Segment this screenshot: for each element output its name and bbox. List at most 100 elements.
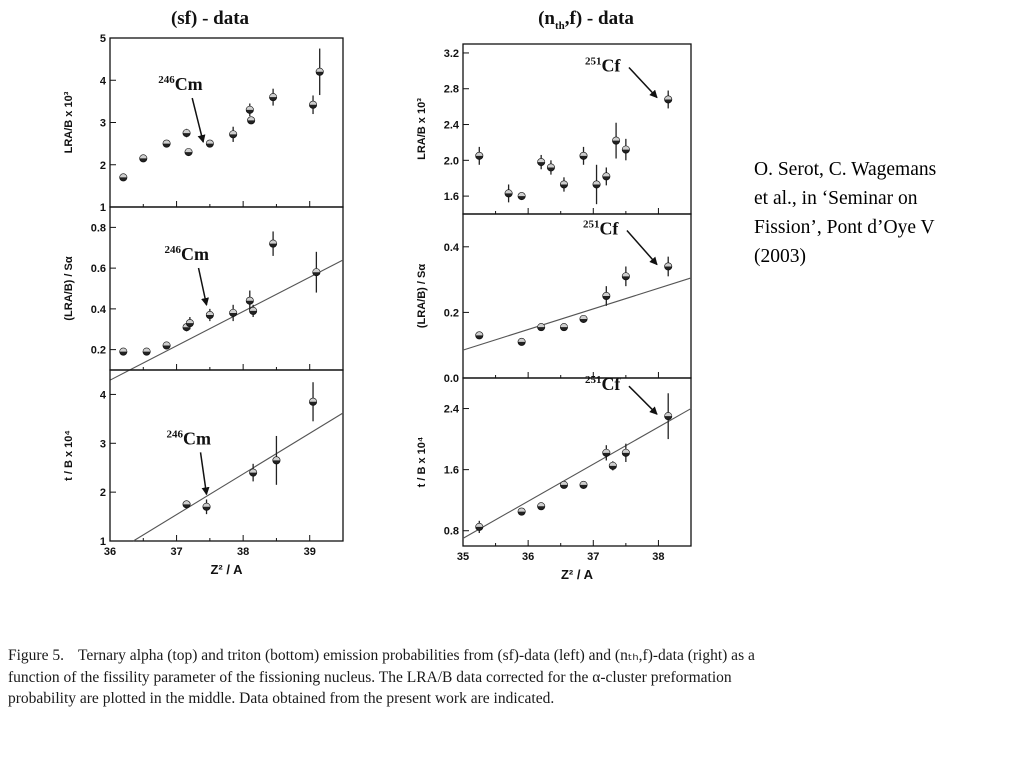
plot-frame — [109, 369, 344, 542]
y-tick-label: 4 — [100, 75, 107, 87]
annotation-label: 246Cm — [165, 244, 210, 264]
reference-line: Fission’, Pont d’Oye V — [754, 217, 935, 238]
plot-frame — [109, 206, 344, 371]
plot-frame — [462, 377, 692, 547]
data-point-highlight — [664, 96, 672, 100]
annotation-element: Cf — [601, 374, 621, 394]
data-point-highlight — [622, 146, 630, 150]
data-point-highlight — [664, 412, 672, 417]
y-tick-label: 0.4 — [444, 242, 460, 254]
data-point-highlight — [249, 307, 257, 311]
data-point-highlight — [163, 342, 170, 346]
data-point-highlight — [602, 292, 610, 296]
annotation-element: Cm — [181, 244, 209, 264]
y-tick-label: 0.8 — [444, 526, 459, 538]
annotation-label: 251Cf — [583, 218, 619, 238]
y-axis-label: t / B x 10⁴ — [63, 430, 75, 481]
caption-label: Figure 5. — [8, 647, 64, 664]
y-tick-label: 2 — [100, 487, 106, 499]
plot-frame — [109, 37, 344, 208]
data-point-highlight — [185, 148, 192, 153]
annotation-element: Cm — [183, 428, 211, 448]
y-axis-label: LRA/B x 10³ — [63, 91, 75, 153]
data-point-highlight — [316, 68, 324, 72]
annotation-mass: 251 — [585, 55, 602, 67]
annotation-label: 251Cf — [585, 55, 621, 75]
figure-svg: (sf) - data (nth,f) - data 1 2 3 4 5 LRA/B x … — [63, 8, 692, 582]
data-point-highlight — [580, 152, 587, 156]
y-tick-label: 0.2 — [444, 307, 459, 319]
data-point-highlight — [269, 93, 277, 98]
data-point-highlight — [518, 508, 526, 512]
data-point-highlight — [580, 481, 587, 485]
annotation-arrow — [197, 267, 209, 306]
x-tick-label: 37 — [587, 551, 599, 563]
annotation-label: 246Cm — [167, 428, 212, 448]
y-tick-label: 0.0 — [444, 373, 459, 385]
x-tick-label: 37 — [170, 546, 182, 558]
x-tick-label: 38 — [237, 546, 249, 558]
y-tick-label: 2.4 — [444, 404, 460, 416]
data-point-highlight — [246, 106, 254, 110]
y-tick-label: 3.2 — [444, 48, 459, 60]
y-tick-label: 2.0 — [444, 155, 459, 167]
figure-caption: Figure 5. Ternary alpha (top) and triton … — [8, 645, 760, 710]
annotation-mass: 246 — [165, 244, 182, 256]
y-tick-label: 2 — [100, 160, 106, 172]
y-axis-label: LRA/B x 10³ — [416, 98, 428, 160]
data-point-highlight — [505, 190, 512, 194]
fit-line — [133, 412, 344, 542]
right-panel-title: (nth,f) - data — [538, 8, 634, 32]
annotation-arrow — [626, 229, 658, 266]
data-point-highlight — [229, 309, 237, 313]
fit-line — [462, 277, 692, 351]
x-axis-label: Z² / A — [561, 567, 594, 582]
reference-line: et al., in ‘Seminar on — [754, 188, 918, 209]
annotation-element: Cf — [601, 55, 621, 75]
data-point-highlight — [269, 240, 277, 244]
data-point-highlight — [163, 140, 170, 144]
annotation-arrow — [191, 97, 206, 144]
data-point-highlight — [518, 192, 526, 197]
caption-text: Ternary alpha (top) and triton (bottom) … — [8, 647, 755, 707]
y-tick-label: 0.8 — [91, 222, 106, 234]
data-point-highlight — [580, 315, 587, 319]
data-point-highlight — [537, 502, 545, 507]
data-point-highlight — [537, 158, 545, 163]
data-point-highlight — [609, 462, 617, 466]
data-point-highlight — [206, 311, 214, 315]
data-point-highlight — [547, 164, 555, 168]
y-tick-label: 1 — [100, 202, 106, 214]
data-point-highlight — [664, 263, 672, 267]
y-tick-label: 0.2 — [91, 345, 106, 357]
x-tick-label: 35 — [457, 551, 469, 563]
reference-line: O. Serot, C. Wagemans — [754, 159, 937, 180]
data-point-highlight — [183, 129, 190, 134]
data-point-highlight — [247, 116, 255, 121]
data-point-highlight — [139, 155, 147, 159]
data-point-highlight — [143, 348, 151, 352]
y-tick-label: 3 — [100, 438, 106, 450]
annotation-mass: 251 — [583, 218, 600, 230]
y-axis-label: t / B x 10⁴ — [416, 437, 428, 488]
scanned-figure: (sf) - data (nth,f) - data 1 2 3 4 5 LRA/B x … — [63, 8, 692, 582]
data-point-highlight — [249, 469, 257, 473]
annotation-element: Cf — [599, 218, 619, 238]
reference-citation: O. Serot, C. Wagemans et al., in ‘Semina… — [754, 155, 1019, 271]
data-point-highlight — [612, 137, 620, 141]
left-panel-title: (sf) - data — [171, 8, 250, 29]
annotation-mass: 246 — [158, 74, 175, 86]
data-point-highlight — [246, 297, 254, 301]
data-point-highlight — [203, 503, 210, 507]
y-tick-label: 0.4 — [91, 304, 107, 316]
data-point-highlight — [206, 140, 214, 144]
data-point-highlight — [475, 331, 483, 336]
y-tick-label: 1.6 — [444, 465, 459, 477]
plot-frame — [462, 213, 692, 379]
annotation-label: 251Cf — [585, 374, 621, 394]
data-point-highlight — [119, 174, 127, 178]
x-tick-label: 36 — [522, 551, 534, 563]
x-tick-label: 36 — [104, 546, 116, 558]
data-point-highlight — [273, 456, 280, 461]
data-point-highlight — [602, 173, 610, 177]
